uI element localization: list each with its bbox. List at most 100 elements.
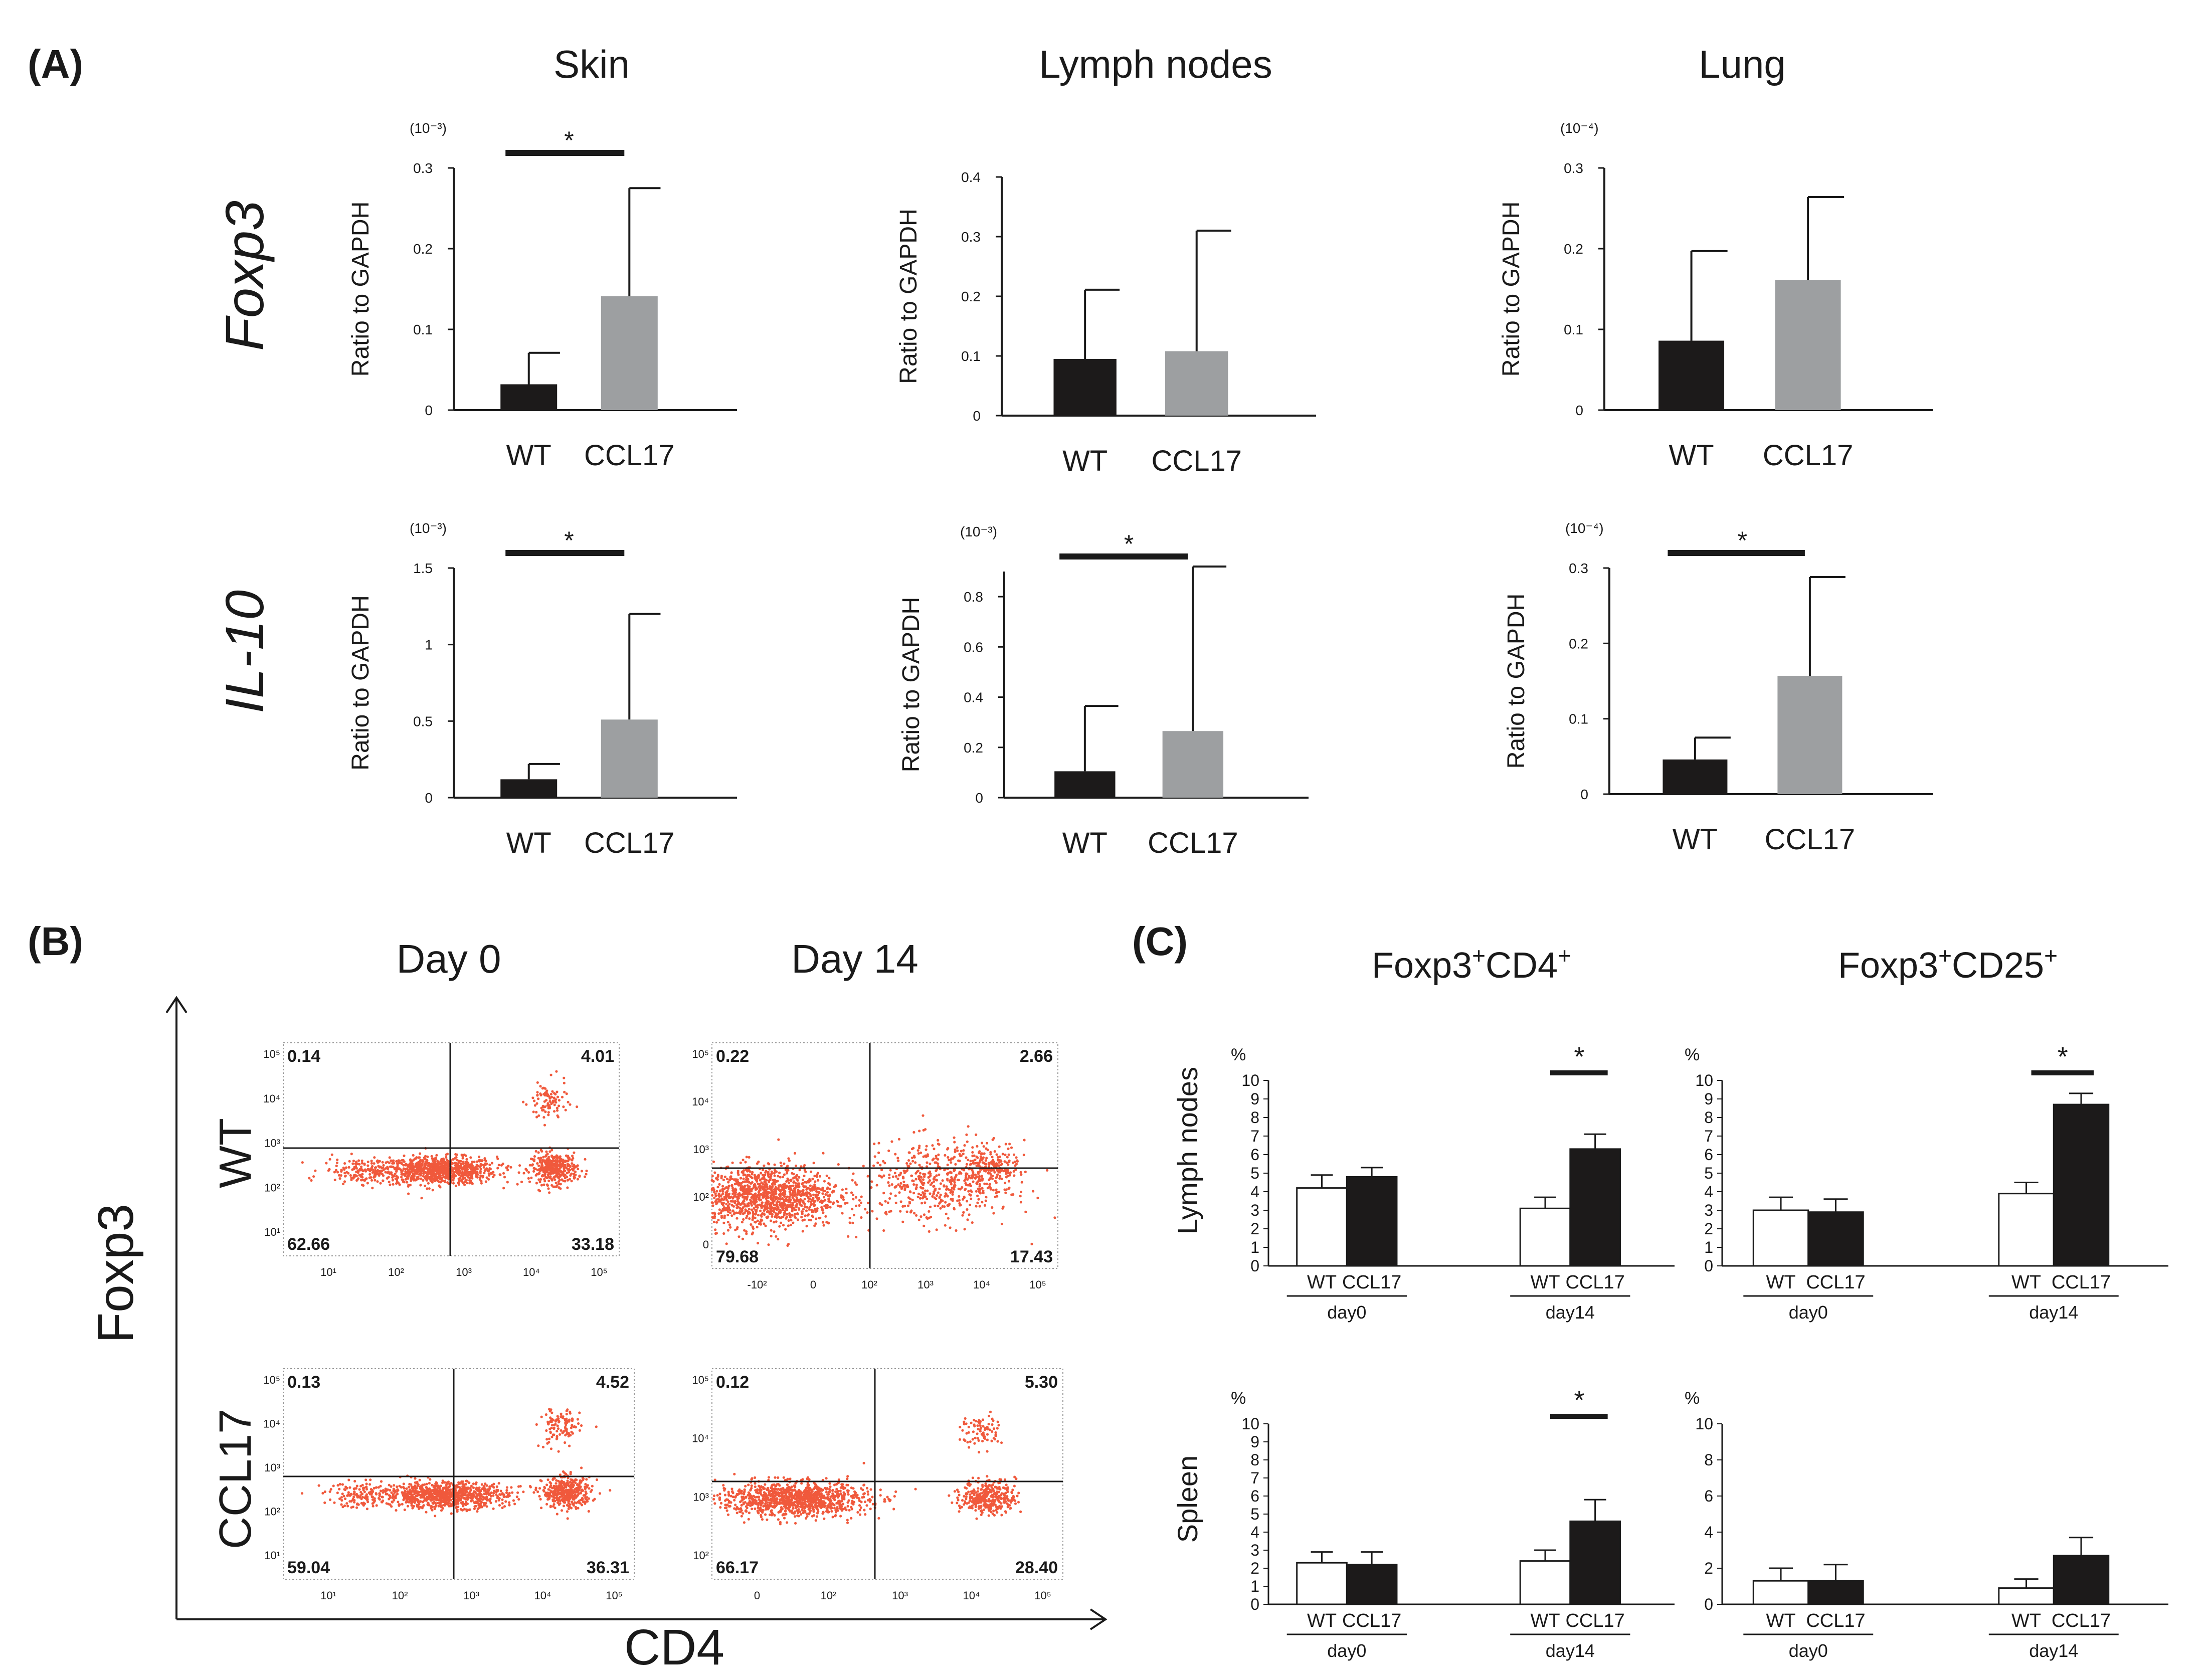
cell-dot <box>565 1485 568 1488</box>
cell-dot <box>468 1481 471 1484</box>
cell-dot <box>936 1194 939 1197</box>
cell-dot <box>377 1486 380 1489</box>
cell-dot <box>855 1183 858 1186</box>
cell-dot <box>535 1110 538 1113</box>
cell-dot <box>894 1153 897 1156</box>
cell-dot <box>963 1144 966 1147</box>
cell-dot <box>817 1179 820 1182</box>
cell-dot <box>471 1177 474 1180</box>
cell-dot <box>922 1155 925 1158</box>
y-axis-label: Ratio to GAPDH <box>1498 202 1525 377</box>
cell-dot <box>565 1488 568 1491</box>
cell-dot <box>547 1488 550 1491</box>
cell-dot <box>581 1498 584 1501</box>
cell-dot <box>407 1174 410 1177</box>
cell-dot <box>381 1161 384 1164</box>
cell-dot <box>773 1163 776 1166</box>
cell-dot <box>488 1485 492 1488</box>
cell-dot <box>548 1150 551 1153</box>
cell-dot <box>793 1190 796 1193</box>
cell-dot <box>479 1174 483 1177</box>
cell-dot <box>759 1204 762 1207</box>
cell-dot <box>762 1188 765 1191</box>
cell-dot <box>852 1198 855 1201</box>
cell-dot <box>427 1182 430 1185</box>
cell-dot <box>517 1485 520 1488</box>
cell-dot <box>918 1130 921 1133</box>
cell-dot <box>445 1156 448 1159</box>
cell-dot <box>922 1173 925 1176</box>
cell-dot <box>808 1208 811 1211</box>
cell-dot <box>1007 1163 1010 1166</box>
cell-dot <box>898 1191 901 1194</box>
cell-dot <box>527 1171 530 1174</box>
y-tick-label: 0.5 <box>413 713 433 729</box>
cell-dot <box>422 1494 425 1497</box>
cell-dot <box>999 1169 1002 1172</box>
plot-frame <box>283 1042 620 1256</box>
scale-note: (10⁻³) <box>410 520 447 536</box>
cell-dot <box>971 1155 974 1158</box>
cell-dot <box>548 1485 551 1488</box>
cell-dot <box>370 1179 374 1182</box>
cell-dot <box>550 1419 553 1422</box>
cell-dot <box>729 1226 732 1229</box>
cell-dot <box>714 1192 717 1195</box>
cell-dot <box>788 1186 791 1189</box>
cell-dot <box>587 1497 590 1500</box>
cell-dot <box>480 1160 483 1163</box>
cell-dot <box>902 1184 905 1187</box>
cell-dot <box>763 1213 766 1216</box>
cell-dot <box>379 1484 382 1487</box>
cell-dot <box>720 1197 723 1200</box>
cell-dot <box>944 1195 947 1198</box>
cell-dot <box>992 1212 995 1215</box>
cell-dot <box>756 1219 759 1222</box>
cell-dot <box>470 1173 473 1176</box>
cell-dot <box>310 1179 313 1182</box>
cell-dot <box>939 1201 942 1204</box>
cell-dot <box>388 1180 391 1184</box>
cell-dot <box>731 1161 734 1164</box>
cell-dot <box>783 1162 786 1165</box>
cell-dot <box>757 1242 760 1245</box>
cell-dot <box>909 1191 912 1194</box>
cell-dot <box>459 1165 462 1168</box>
cell-dot <box>752 1216 755 1219</box>
cell-dot <box>866 1201 869 1204</box>
cell-dot <box>401 1159 404 1162</box>
cell-dot <box>435 1154 438 1157</box>
cell-dot <box>554 1489 557 1493</box>
y-tick-label: 0.2 <box>1569 636 1588 651</box>
cell-dot <box>755 1200 758 1203</box>
cell-dot <box>714 1194 717 1197</box>
cell-dot <box>727 1184 730 1187</box>
cell-dot <box>564 1417 567 1421</box>
y-tick-label: 0.2 <box>413 241 433 257</box>
cell-dot <box>851 1221 854 1224</box>
cell-dot <box>1009 1171 1012 1174</box>
cell-dot <box>446 1175 449 1178</box>
cell-dot <box>976 1201 979 1204</box>
cell-dot <box>763 1191 766 1194</box>
cell-dot <box>559 1183 562 1186</box>
cell-dot <box>888 1197 891 1200</box>
cell-dot <box>561 1481 565 1484</box>
cell-dot <box>377 1161 380 1164</box>
cell-dot <box>887 1181 890 1184</box>
cell-dot <box>419 1159 422 1162</box>
cell-dot <box>408 1501 411 1504</box>
cell-dot <box>572 1484 575 1488</box>
cell-dot <box>516 1183 519 1186</box>
cell-dot <box>759 1179 762 1182</box>
y-tick-label: 0 <box>1575 403 1583 418</box>
cell-dot <box>517 1498 520 1501</box>
cell-dot <box>852 1214 855 1217</box>
cell-dot <box>748 1211 751 1214</box>
cell-dot <box>925 1216 928 1219</box>
cell-dot <box>967 1125 970 1128</box>
cell-dot <box>926 1161 929 1164</box>
cell-dot <box>791 1207 794 1210</box>
cell-dot <box>887 1149 890 1152</box>
cell-dot <box>959 1188 962 1191</box>
